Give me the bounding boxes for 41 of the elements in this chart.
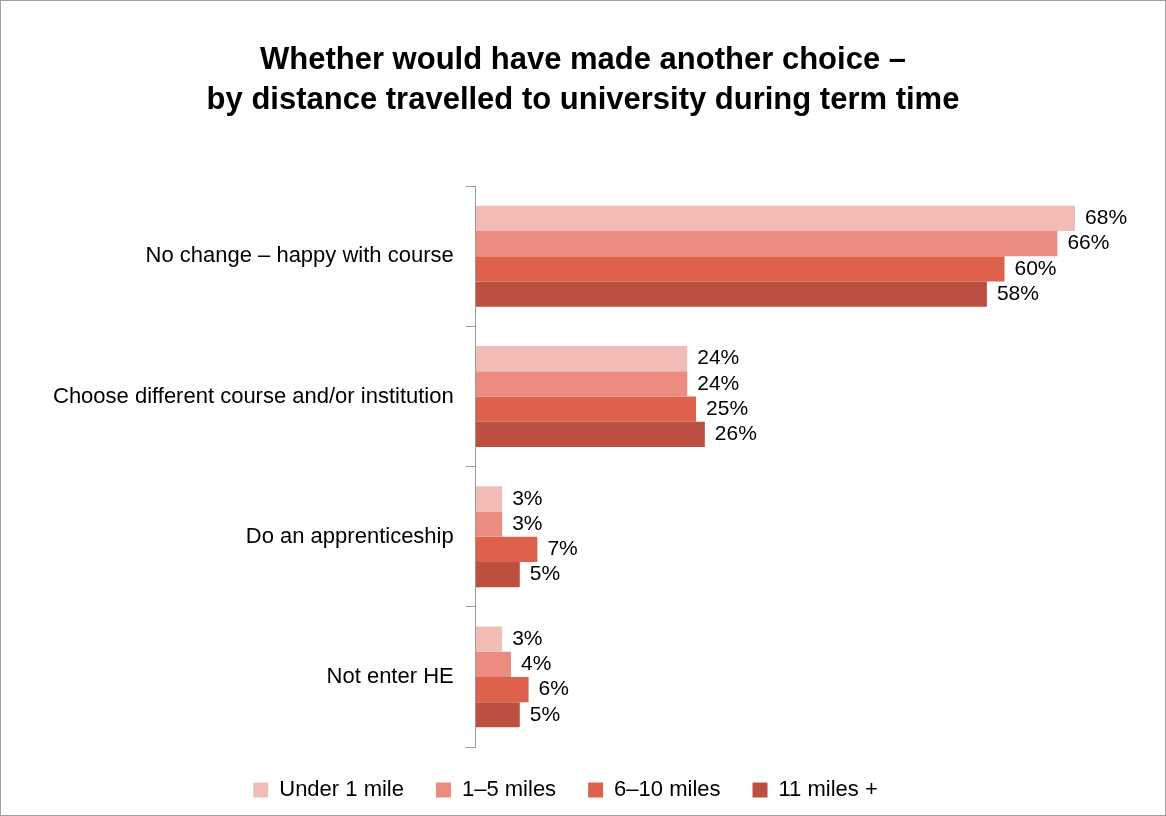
data-label: 58% [996,280,1039,304]
chart-title: Whether would have made another choice – by distance travelled to university during term time [205,40,961,118]
legend-label: 11 miles + [778,776,878,802]
legend-label: 6–10 miles [614,776,721,802]
bar [475,256,1005,282]
legend-label: Under 1 mile [279,776,404,802]
bar [475,205,1076,232]
legend-label: 1–5 miles [461,776,557,802]
bar [475,396,697,422]
data-label: 68% [1085,205,1128,229]
data-label: 5% [529,561,561,585]
data-label: 26% [714,421,757,445]
bar [475,561,520,588]
y-tick-label: Not enter HE [326,662,454,688]
data-label: 25% [706,395,749,419]
data-label: 7% [547,536,578,560]
data-label: 5% [529,701,561,725]
data-label: 4% [520,651,552,675]
bar [475,486,503,512]
bar [475,536,538,562]
bar [475,346,688,372]
data-label: 24% [697,370,740,394]
bar [475,421,705,447]
bar [475,231,1058,257]
bar [475,371,688,397]
y-tick-label: No change – happy with course [145,242,454,268]
bar [475,676,529,703]
data-label: 60% [1014,255,1057,279]
data-label: 24% [697,345,740,369]
data-label: 3% [512,625,543,649]
data-label: 66% [1067,230,1110,254]
bar [475,281,987,307]
bar [475,511,503,537]
y-tick-label: Choose different course and/or institution [52,382,454,408]
bar [475,626,503,652]
y-tick-label: Do an apprenticeship [245,522,454,548]
bar [475,702,520,728]
data-label: 6% [538,676,569,700]
data-label: 3% [512,485,543,509]
data-label: 3% [512,510,543,534]
bar [475,651,511,677]
